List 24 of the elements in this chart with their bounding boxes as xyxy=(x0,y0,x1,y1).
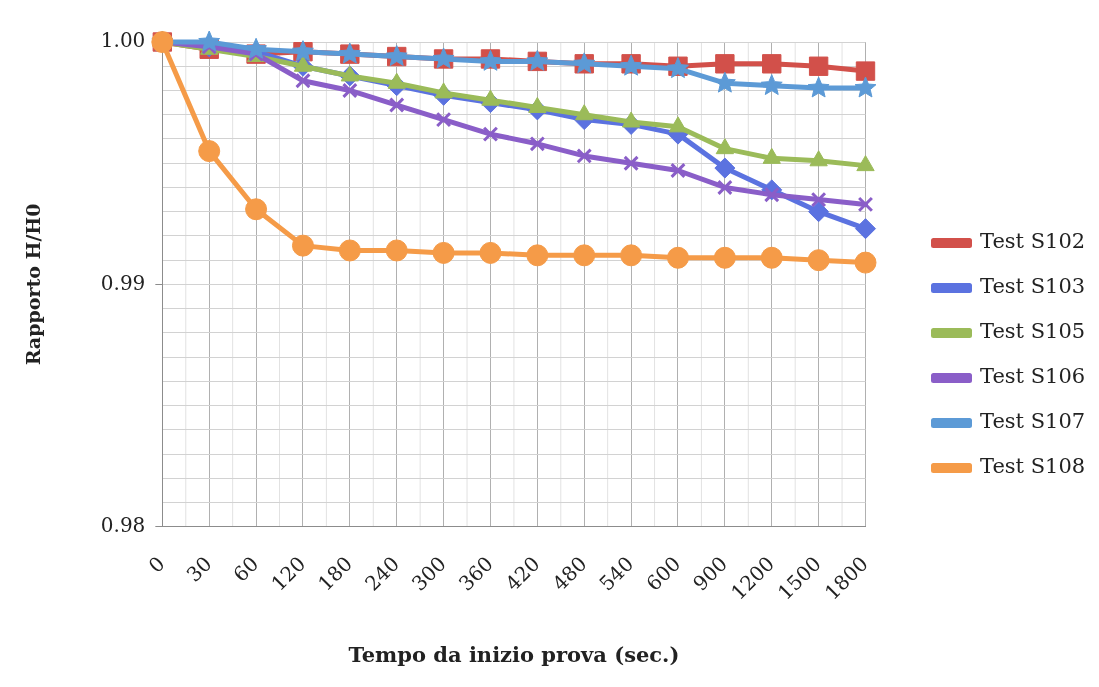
y-tick-label: 0.98 xyxy=(100,513,146,538)
x-tick-label: 30 xyxy=(181,551,217,587)
legend-label: Test S106 xyxy=(980,364,1086,389)
x-tick-label: 240 xyxy=(359,551,404,596)
x-tick-label: 600 xyxy=(641,551,686,596)
x-tick-label: 540 xyxy=(594,551,639,596)
x-tick-label: 360 xyxy=(453,551,498,596)
legend-label: Test S108 xyxy=(980,454,1086,479)
x-tick-label: 0 xyxy=(143,551,170,578)
y-tick-label: 1.00 xyxy=(100,28,146,53)
legend-label: Test S103 xyxy=(980,274,1086,299)
x-tick-label: 180 xyxy=(313,551,358,596)
y-axis-title: Rapporto H/H0 xyxy=(22,203,45,366)
x-tick-label: 120 xyxy=(266,551,311,596)
x-tick-label: 60 xyxy=(228,551,264,587)
x-tick-label: 480 xyxy=(547,551,592,596)
x-tick-label: 900 xyxy=(688,551,733,596)
x-tick-label: 420 xyxy=(500,551,545,596)
legend-label: Test S105 xyxy=(980,319,1086,344)
y-tick-label: 0.99 xyxy=(100,270,146,295)
legend-label: Test S107 xyxy=(980,409,1086,434)
legend-label: Test S102 xyxy=(980,229,1086,254)
x-tick-label: 300 xyxy=(406,551,451,596)
x-axis-title: Tempo da inizio prova (sec.) xyxy=(348,641,680,667)
